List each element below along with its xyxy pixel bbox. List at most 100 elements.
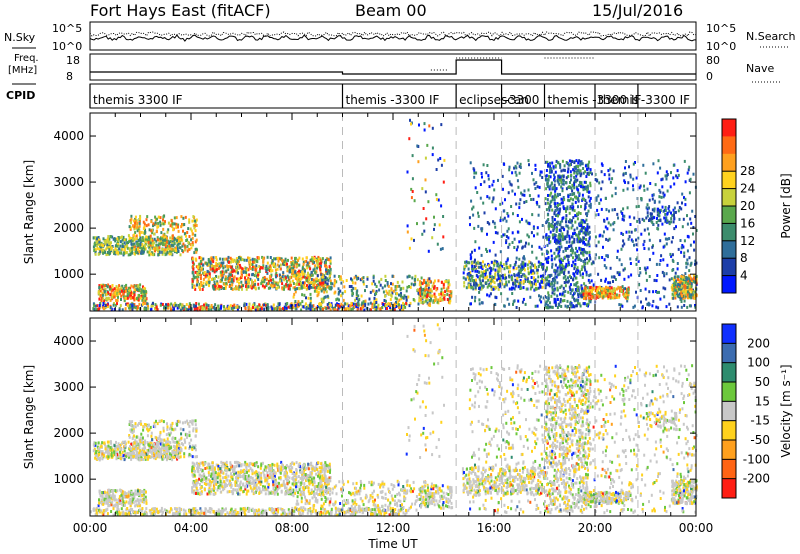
- data-pixel: [98, 307, 101, 311]
- data-pixel: [476, 269, 479, 273]
- data-pixel: [342, 305, 345, 309]
- data-pixel: [680, 246, 683, 250]
- data-pixel: [494, 253, 497, 257]
- data-pixel: [694, 262, 696, 266]
- data-pixel: [213, 266, 216, 270]
- data-pixel: [298, 274, 301, 278]
- data-pixel: [292, 282, 295, 285]
- data-pixel: [584, 205, 587, 209]
- data-pixel: [550, 225, 553, 228]
- data-pixel: [269, 286, 272, 290]
- data-pixel: [97, 242, 100, 246]
- data-pixel: [201, 284, 204, 287]
- data-pixel: [556, 298, 559, 301]
- data-pixel: [608, 293, 611, 297]
- data-pixel: [655, 221, 658, 224]
- data-pixel: [176, 244, 179, 248]
- data-pixel: [589, 181, 592, 185]
- data-pixel: [322, 287, 325, 291]
- data-pixel: [147, 223, 150, 227]
- data-pixel: [515, 202, 518, 206]
- data-pixel: [553, 251, 556, 255]
- data-pixel: [501, 201, 504, 205]
- data-pixel: [121, 308, 124, 312]
- data-pixel: [568, 163, 571, 167]
- data-pixel: [298, 282, 300, 286]
- data-pixel: [535, 256, 538, 260]
- data-pixel: [607, 255, 609, 259]
- data-pixel: [562, 286, 565, 290]
- data-pixel: [683, 254, 686, 258]
- data-pixel: [554, 275, 557, 279]
- data-pixel: [276, 308, 279, 312]
- data-pixel: [181, 223, 184, 227]
- data-pixel: [427, 303, 430, 307]
- data-pixel: [161, 250, 164, 254]
- data-pixel: [689, 263, 692, 267]
- data-pixel: [93, 249, 96, 252]
- data-pixel: [572, 272, 575, 276]
- data-pixel: [113, 287, 116, 291]
- data-pixel: [167, 302, 170, 306]
- data-pixel: [334, 290, 337, 294]
- data-pixel: [479, 279, 482, 283]
- data-pixel: [530, 281, 533, 285]
- data-pixel: [133, 284, 136, 288]
- data-pixel: [555, 238, 558, 242]
- data-pixel: [465, 286, 468, 290]
- data-pixel: [664, 218, 667, 222]
- data-pixel: [556, 288, 559, 292]
- data-pixel: [664, 205, 667, 209]
- data-pixel: [201, 258, 204, 262]
- data-pixel: [583, 226, 585, 230]
- data-pixel: [301, 265, 304, 269]
- data-pixel: [493, 259, 496, 263]
- data-pixel: [575, 298, 578, 302]
- nsky-traces: [89, 31, 697, 42]
- data-pixel: [529, 287, 532, 291]
- data-pixel: [258, 265, 261, 268]
- data-pixel: [324, 264, 327, 268]
- data-pixel: [196, 308, 199, 312]
- data-pixel: [307, 271, 309, 275]
- data-pixel: [550, 199, 553, 203]
- data-pixel: [548, 238, 550, 242]
- data-pixel: [684, 180, 687, 184]
- data-pixel: [143, 286, 146, 290]
- data-pixel: [553, 210, 556, 214]
- data-pixel: [553, 224, 556, 228]
- data-pixel: [402, 301, 405, 305]
- data-pixel: [238, 256, 240, 260]
- data-pixel: [517, 285, 520, 289]
- data-pixel: [686, 262, 689, 266]
- data-pixel: [603, 258, 606, 262]
- data-pixel: [414, 274, 417, 278]
- data-pixel: [658, 188, 661, 192]
- data-pixel: [577, 190, 580, 194]
- data-pixel: [155, 304, 158, 308]
- data-pixel: [560, 201, 563, 205]
- data-pixel: [609, 266, 612, 270]
- data-pixel: [308, 284, 311, 288]
- data-pixel: [285, 283, 288, 287]
- data-pixel: [101, 285, 104, 289]
- data-pixel: [644, 171, 647, 175]
- data-pixel: [554, 202, 557, 206]
- data-pixel: [529, 266, 532, 270]
- data-pixel: [298, 256, 301, 260]
- data-pixel: [565, 254, 568, 258]
- data-pixel: [249, 277, 252, 281]
- data-pixel: [123, 241, 126, 245]
- data-pixel: [575, 246, 577, 250]
- data-pixel: [553, 179, 556, 183]
- nsky-label: N.Sky: [4, 31, 36, 44]
- data-pixel: [568, 263, 570, 267]
- data-pixel: [578, 171, 581, 175]
- data-pixel: [473, 260, 476, 264]
- data-pixel: [200, 266, 203, 270]
- data-pixel: [438, 292, 441, 296]
- data-pixel: [110, 289, 113, 293]
- data-pixel: [569, 291, 572, 295]
- data-pixel: [222, 261, 225, 265]
- data-pixel: [168, 245, 171, 249]
